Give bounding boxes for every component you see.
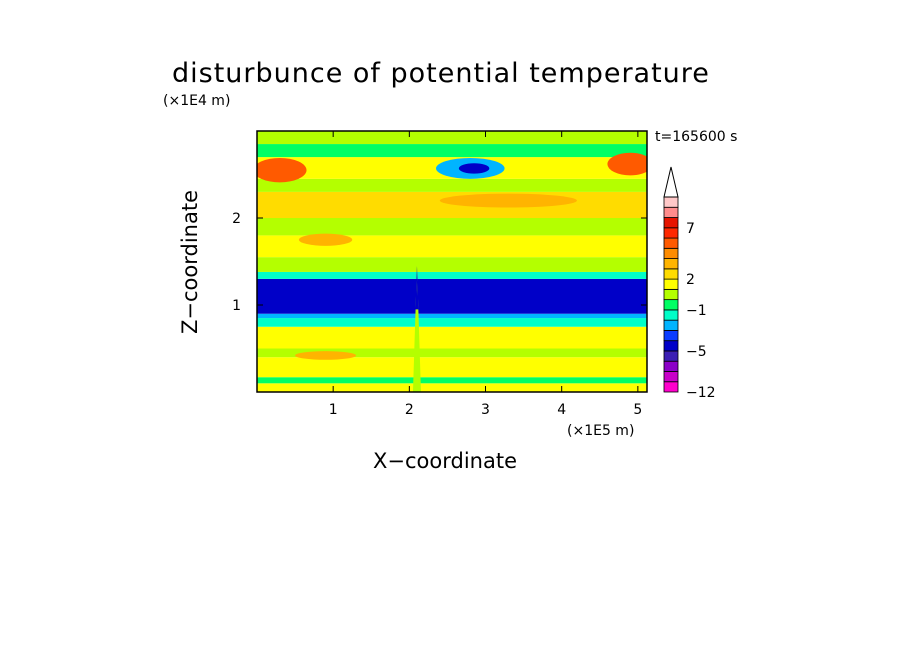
- contour-band: [257, 218, 647, 236]
- colorbar-cell: [663, 196, 679, 208]
- colorbar-cell: [663, 330, 679, 342]
- contour-band: [257, 313, 647, 319]
- colorbar-cell: [663, 371, 679, 383]
- colorbar-cell: [663, 227, 679, 239]
- y-axis-unit: (×1E4 m): [163, 93, 231, 109]
- mountain-plume-core: [415, 265, 419, 310]
- x-tick-label: 5: [633, 402, 642, 418]
- colorbar: −12−5−127: [663, 166, 716, 401]
- x-tick-label: 4: [557, 402, 566, 418]
- colorbar-cell: [663, 217, 679, 229]
- contour-band: [257, 377, 647, 384]
- colorbar-tick-label: 2: [686, 272, 695, 288]
- contour-band: [257, 144, 647, 158]
- colorbar-cell: [663, 360, 679, 372]
- plot-area: [257, 131, 647, 392]
- colorbar-cell: [663, 299, 679, 311]
- colorbar-cell: [663, 247, 679, 259]
- contour-band: [257, 383, 647, 392]
- contour-band: [257, 271, 647, 279]
- time-label: t=165600 s: [655, 129, 738, 145]
- upper-right-warm: [607, 152, 647, 176]
- contour-band: [257, 357, 647, 378]
- contour-band: [257, 178, 647, 192]
- mountain-plume: [412, 265, 421, 392]
- x-tick-label: 1: [329, 402, 338, 418]
- mid-warm-1: [439, 193, 577, 208]
- upper-left-warm: [257, 157, 307, 183]
- colorbar-tick-label: 7: [686, 221, 695, 237]
- colorbar-tick-label: −1: [686, 303, 707, 319]
- colorbar-tick-label: −5: [686, 344, 707, 360]
- colorbar-tick-label: −12: [686, 385, 716, 401]
- plot-frame: [256, 130, 648, 393]
- colorbar-cell: [663, 237, 679, 249]
- colorbar-cell: [663, 258, 679, 270]
- x-axis-label: X−coordinate: [373, 449, 517, 473]
- x-tick-label: 2: [405, 402, 414, 418]
- upper-cold-center: [458, 163, 490, 174]
- y-tick-label: 1: [232, 298, 241, 314]
- contour-band: [257, 318, 647, 327]
- colorbar-cell: [663, 309, 679, 321]
- x-tick-label: 3: [481, 402, 490, 418]
- mid-warm-2: [298, 233, 353, 246]
- colorbar-cell: [663, 340, 679, 352]
- colorbar-cell: [663, 288, 679, 301]
- colorbar-cell: [663, 319, 679, 331]
- axes: 1 2 3 4 5 1 2: [232, 131, 647, 418]
- colorbar-cell: [663, 278, 679, 290]
- contour-band: [257, 235, 647, 258]
- contour-band: [257, 257, 647, 272]
- colorbar-cell: [663, 206, 679, 218]
- colorbar-cell: [663, 350, 679, 362]
- colorbar-cell: [663, 268, 679, 280]
- contour-band: [257, 131, 647, 145]
- chart-title: disturbunce of potential temperature: [172, 58, 710, 89]
- colorbar-extend-arrow: [663, 166, 679, 198]
- low-warm-1: [295, 351, 357, 360]
- contour-band: [257, 326, 647, 349]
- contour-band: [257, 191, 647, 218]
- colorbar-cell: [663, 381, 679, 393]
- y-tick-label: 2: [232, 211, 241, 227]
- x-axis-unit: (×1E5 m): [567, 423, 635, 439]
- contour-band: [257, 278, 647, 314]
- contour-band: [257, 348, 647, 358]
